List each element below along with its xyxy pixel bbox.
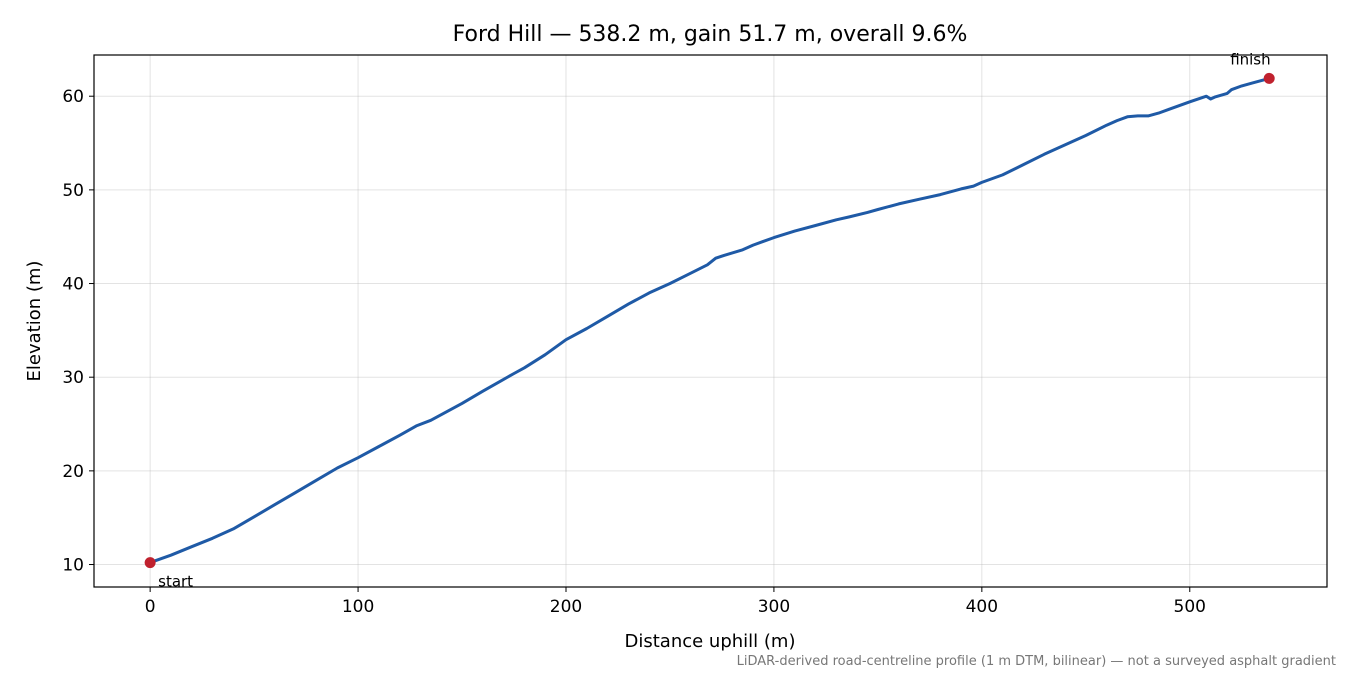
- x-tick-label: 100: [342, 597, 374, 617]
- y-tick-label: 20: [62, 462, 84, 482]
- plot-frame: [93, 54, 1328, 588]
- source-note: LiDAR-derived road-centreline profile (1…: [737, 654, 1336, 669]
- x-tick-label: 300: [758, 597, 790, 617]
- axis-ticks: 0 100 200 300 400 500 10 20 30 40 50 60: [62, 87, 1206, 617]
- start-label: start: [158, 573, 193, 591]
- y-tick-label: 30: [62, 368, 84, 388]
- x-tick-label: 400: [966, 597, 998, 617]
- series-layer: [148, 76, 1271, 565]
- y-tick-label: 10: [62, 556, 84, 576]
- chart-title: Ford Hill — 538.2 m, gain 51.7 m, overal…: [453, 22, 968, 47]
- y-axis-label: Elevation (m): [24, 261, 45, 382]
- start-marker: [144, 557, 156, 569]
- y-tick-label: 40: [62, 275, 84, 295]
- y-tick-label: 60: [62, 87, 84, 107]
- elevation-profile-line: [148, 76, 1271, 565]
- y-tick-label: 50: [62, 181, 84, 201]
- x-tick-label: 500: [1174, 597, 1206, 617]
- finish-label: finish: [1230, 50, 1270, 68]
- x-axis-label: Distance uphill (m): [625, 631, 796, 652]
- x-tick-label: 0: [145, 597, 156, 617]
- x-tick-label: 200: [550, 597, 582, 617]
- grid-lines: [94, 55, 1327, 587]
- finish-marker: [1263, 72, 1275, 84]
